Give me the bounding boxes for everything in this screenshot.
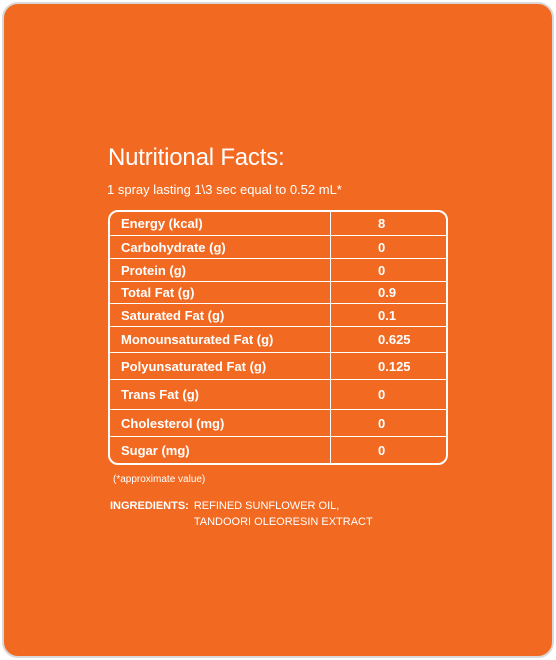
table-row: Energy (kcal) 8 <box>110 212 446 236</box>
nutrient-value: 0 <box>378 415 386 431</box>
nutrient-label: Monounsaturated Fat (g) <box>110 327 331 352</box>
table-row: Saturated Fat (g) 0.1 <box>110 304 446 327</box>
nutrient-value: 0.1 <box>378 307 397 323</box>
page-title: Nutritional Facts: <box>108 144 285 171</box>
table-row: Trans Fat (g) 0 <box>110 380 446 410</box>
nutrient-label: Protein (g) <box>110 259 331 281</box>
nutrient-value: 0 <box>378 239 386 255</box>
serving-size-text: 1 spray lasting 1\3 sec equal to 0.52 mL… <box>107 182 342 197</box>
ingredients-block: INGREDIENTS: REFINED SUNFLOWER OIL, TAND… <box>110 498 373 530</box>
nutrient-label: Cholesterol (mg) <box>110 410 331 436</box>
nutrition-table: Energy (kcal) 8 Carbohydrate (g) 0 Prote… <box>108 210 448 465</box>
nutrient-label: Trans Fat (g) <box>110 380 331 409</box>
table-row: Cholesterol (mg) 0 <box>110 410 446 437</box>
ingredient-line: TANDOORI OLEORESIN EXTRACT <box>193 516 373 528</box>
nutrient-value: 0.625 <box>378 332 411 347</box>
table-row: Monounsaturated Fat (g) 0.625 <box>110 327 446 353</box>
nutrient-label: Saturated Fat (g) <box>110 304 331 326</box>
nutrient-value: 0 <box>378 262 386 278</box>
ingredient-line: REFINED SUNFLOWER OIL, <box>193 500 340 512</box>
nutrient-value: 8 <box>378 216 386 231</box>
approximate-value-note: (*approximate value) <box>113 474 206 485</box>
nutrient-label: Polyunsaturated Fat (g) <box>110 353 331 379</box>
table-row: Sugar (mg) 0 <box>110 437 446 463</box>
nutrient-value: 0.9 <box>378 285 397 300</box>
table-row: Protein (g) 0 <box>110 259 446 282</box>
ingredients-label: INGREDIENTS: <box>110 500 189 512</box>
nutrient-value: 0.125 <box>378 358 411 374</box>
nutrient-label: Sugar (mg) <box>110 437 331 463</box>
table-row: Polyunsaturated Fat (g) 0.125 <box>110 353 446 380</box>
nutrient-label: Carbohydrate (g) <box>110 236 331 258</box>
nutrient-label: Energy (kcal) <box>110 212 331 235</box>
ingredients-list: REFINED SUNFLOWER OIL, TANDOORI OLEORESI… <box>194 498 373 530</box>
nutrient-label: Total Fat (g) <box>110 282 331 303</box>
nutrient-value: 0 <box>378 387 386 402</box>
table-row: Carbohydrate (g) 0 <box>110 236 446 259</box>
table-row: Total Fat (g) 0.9 <box>110 282 446 304</box>
nutrient-value: 0 <box>378 442 386 458</box>
